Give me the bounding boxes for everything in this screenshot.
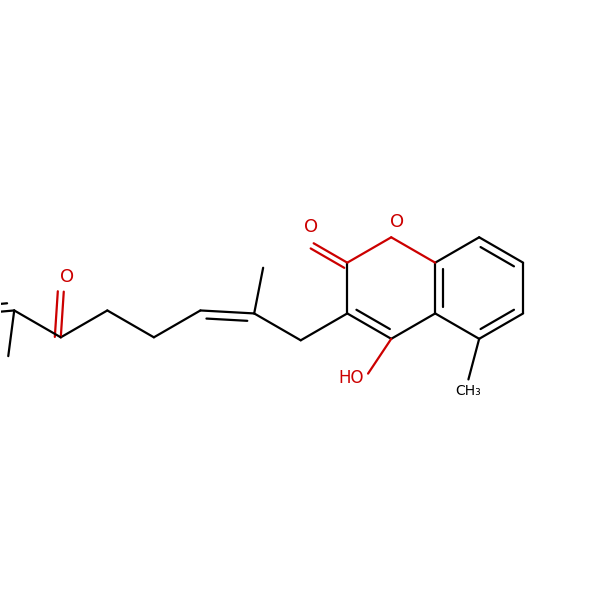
Text: CH₃: CH₃ <box>455 385 481 398</box>
Text: O: O <box>390 214 404 232</box>
Text: O: O <box>59 268 74 286</box>
Text: HO: HO <box>338 370 364 388</box>
Text: O: O <box>304 218 318 236</box>
